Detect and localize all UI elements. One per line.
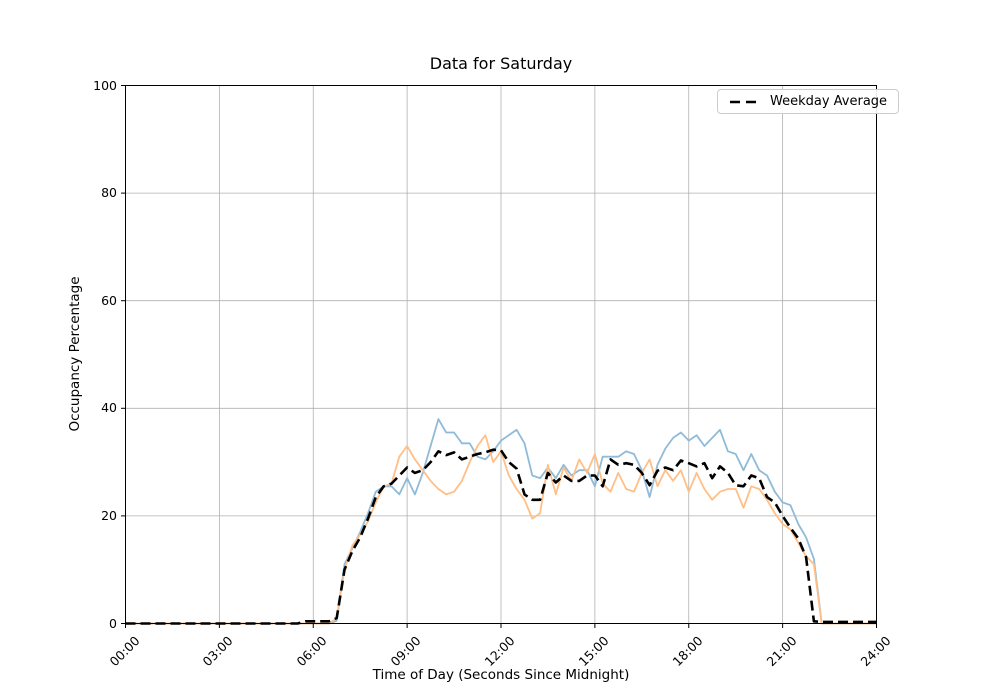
y-axis-label: Occupancy Percentage <box>67 276 83 432</box>
legend: Weekday Average <box>717 89 900 114</box>
y-tick-label: 80 <box>101 185 117 201</box>
legend-entry-label: Weekday Average <box>770 94 888 109</box>
y-tick-label: 40 <box>101 400 117 416</box>
y-tick-label: 100 <box>93 77 117 93</box>
y-tick-label: 60 <box>101 292 117 308</box>
x-axis-label: Time of Day (Seconds Since Midnight) <box>372 667 630 683</box>
y-tick-label: 20 <box>101 507 117 523</box>
chart-title: Data for Saturday <box>429 54 573 73</box>
y-tick-label: 0 <box>109 615 117 631</box>
legend-dashed-line-sample <box>730 100 760 103</box>
